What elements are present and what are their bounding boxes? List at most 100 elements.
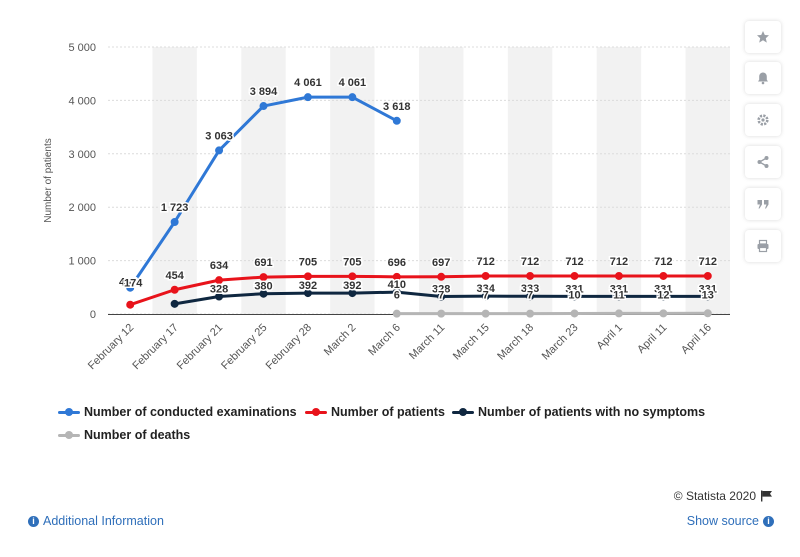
data-point[interactable] — [570, 292, 579, 301]
data-point[interactable] — [215, 276, 224, 285]
data-point[interactable] — [659, 309, 668, 318]
data-point[interactable] — [126, 300, 135, 309]
x-tick-label: March 2 — [322, 322, 359, 359]
x-tick-label: February 17 — [130, 322, 180, 372]
data-point[interactable] — [259, 102, 268, 111]
data-label: 331 — [699, 283, 717, 295]
quote-icon — [757, 200, 769, 209]
data-point[interactable] — [570, 271, 579, 280]
data-label: 334 — [476, 283, 495, 295]
data-point[interactable] — [703, 271, 712, 280]
legend-item-patients[interactable]: Number of patients — [305, 405, 445, 419]
data-label: 1 723 — [161, 202, 189, 214]
print-button[interactable] — [745, 230, 781, 262]
data-point[interactable] — [526, 309, 535, 318]
data-point[interactable] — [481, 292, 490, 301]
data-point[interactable] — [437, 272, 446, 281]
show-source-link[interactable]: Show source i — [687, 514, 774, 528]
x-tick-label: February 21 — [175, 322, 225, 372]
legend-label: Number of patients with no symptoms — [478, 405, 706, 419]
data-point[interactable] — [303, 272, 312, 281]
y-tick-label: 2 000 — [68, 202, 96, 214]
data-point[interactable] — [170, 299, 179, 308]
data-point[interactable] — [215, 146, 224, 155]
gear-icon — [757, 114, 769, 126]
data-point[interactable] — [614, 292, 623, 301]
y-tick-label: 3 000 — [68, 149, 96, 161]
legend-item-no-symptoms[interactable]: Number of patients with no symptoms — [452, 405, 705, 419]
legend-label: Number of patients — [331, 405, 445, 419]
grid-band — [241, 47, 286, 314]
data-point[interactable] — [348, 272, 357, 281]
data-label: 712 — [565, 256, 583, 268]
x-tick-label: March 11 — [407, 322, 447, 362]
data-label: 712 — [654, 256, 672, 268]
data-point[interactable] — [126, 283, 135, 292]
legend-label: Number of conducted examinations — [84, 405, 297, 419]
data-point[interactable] — [659, 292, 668, 301]
x-tick-label: March 23 — [540, 322, 581, 363]
data-label: 4 061 — [294, 77, 322, 89]
data-point[interactable] — [570, 309, 579, 318]
data-point[interactable] — [348, 93, 357, 102]
y-tick-label: 0 — [90, 309, 96, 321]
data-point[interactable] — [303, 93, 312, 102]
data-label: 697 — [432, 257, 450, 269]
data-label: 174 — [124, 278, 143, 290]
data-point[interactable] — [392, 116, 401, 125]
cite-button[interactable] — [745, 188, 781, 220]
notification-button[interactable] — [745, 62, 781, 94]
x-tick-label: March 15 — [451, 322, 492, 363]
data-point[interactable] — [303, 289, 312, 298]
info-icon: i — [763, 515, 774, 527]
data-point[interactable] — [437, 309, 446, 318]
data-label: 712 — [610, 256, 628, 268]
data-point[interactable] — [259, 273, 268, 282]
data-point[interactable] — [170, 217, 179, 226]
statista-credit: © Statista 2020 — [674, 489, 774, 503]
data-point[interactable] — [259, 289, 268, 298]
data-label: 454 — [165, 270, 184, 282]
data-label: 13 — [702, 289, 714, 301]
favorite-button[interactable] — [745, 21, 781, 53]
data-label: 6 — [394, 290, 400, 302]
data-point[interactable] — [481, 309, 490, 318]
bell-icon — [758, 72, 768, 85]
data-label: 712 — [476, 256, 494, 268]
data-point[interactable] — [526, 271, 535, 280]
grid-band — [419, 47, 464, 314]
data-label: 12 — [657, 289, 669, 301]
data-point[interactable] — [614, 309, 623, 318]
flag-icon[interactable] — [760, 490, 774, 502]
data-point[interactable] — [481, 271, 490, 280]
info-icon: i — [28, 515, 39, 527]
data-point[interactable] — [703, 309, 712, 318]
data-point[interactable] — [659, 271, 668, 280]
data-label: 10 — [568, 289, 580, 301]
settings-button[interactable] — [745, 104, 781, 136]
data-label: 3 894 — [250, 86, 278, 98]
data-point[interactable] — [437, 292, 446, 301]
legend-item-deaths[interactable]: Number of deaths — [58, 428, 190, 442]
data-label: 712 — [521, 256, 539, 268]
data-point[interactable] — [392, 309, 401, 318]
share-button[interactable] — [745, 146, 781, 178]
legend-item-examinations[interactable]: Number of conducted examinations — [58, 405, 297, 419]
data-label: 331 — [610, 283, 628, 295]
data-point[interactable] — [614, 271, 623, 280]
data-point[interactable] — [170, 285, 179, 294]
x-tick-label: April 16 — [679, 322, 714, 357]
y-tick-label: 1 000 — [68, 256, 96, 268]
data-point[interactable] — [215, 292, 224, 301]
data-point[interactable] — [392, 272, 401, 281]
show-source-label: Show source — [686, 514, 759, 528]
data-point[interactable] — [392, 288, 401, 297]
data-point[interactable] — [348, 289, 357, 298]
legend-swatch — [58, 430, 80, 440]
data-point[interactable] — [526, 292, 535, 301]
data-point[interactable] — [703, 292, 712, 301]
additional-information-link[interactable]: i Additional Information — [28, 514, 164, 528]
data-label: 328 — [210, 283, 228, 295]
